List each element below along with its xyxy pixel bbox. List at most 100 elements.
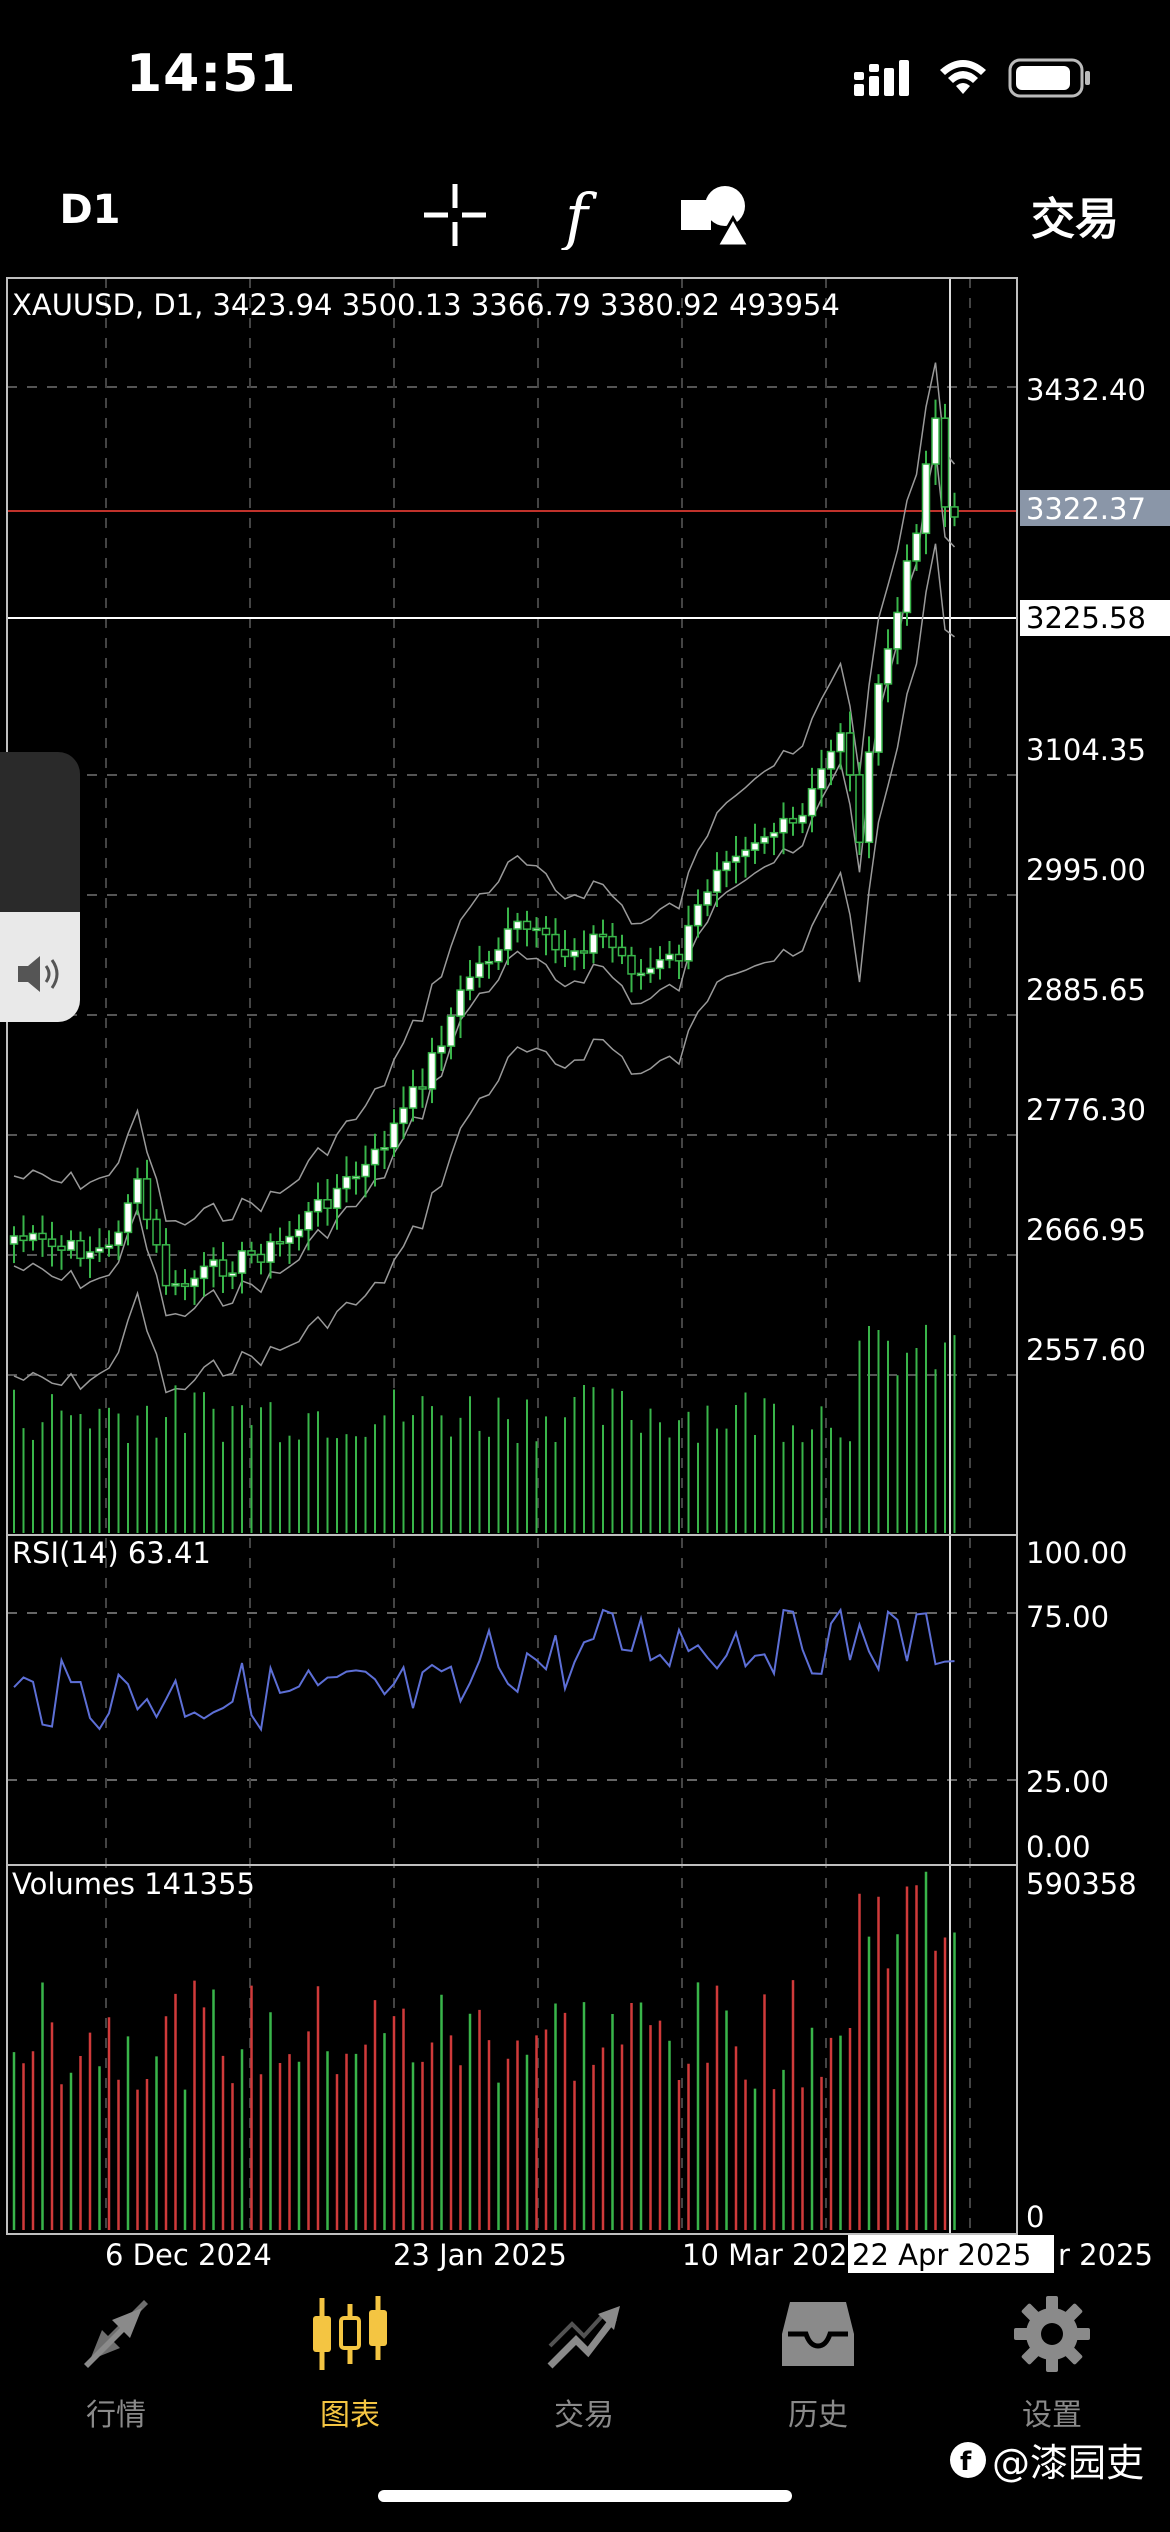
trade-button[interactable]: 交易 <box>1031 194 1119 245</box>
candle-body <box>142 1178 152 1221</box>
wifi-icon <box>940 60 986 94</box>
price-chart[interactable]: XAUUSD, D1, 3423.94 3500.13 3366.79 3380… <box>0 275 1170 2275</box>
candle-body <box>218 1259 228 1277</box>
candle-body <box>209 1259 218 1268</box>
bid-price-tag: 3322.37 <box>1026 492 1146 526</box>
candle-body <box>123 1202 133 1234</box>
date-label-4: r 2025 <box>1058 2238 1153 2272</box>
volume-hud[interactable] <box>0 752 80 1022</box>
nav-trade-label: 交易 <box>554 2398 614 2433</box>
crosshair-date-tag: 22 Apr 2025 <box>852 2238 1031 2272</box>
nav-quotes[interactable]: 行情 <box>26 2280 206 2433</box>
candle-body <box>893 611 902 650</box>
candle-body <box>361 1163 370 1178</box>
candle-body <box>845 732 855 776</box>
candle-body <box>199 1265 209 1280</box>
lower-band <box>13 543 955 1394</box>
candle-body <box>646 967 655 975</box>
candle-body <box>237 1250 247 1274</box>
candle-body <box>285 1235 294 1244</box>
indicators-button[interactable]: f <box>545 170 625 260</box>
candle-body <box>912 532 921 562</box>
price-level-4: 2885.65 <box>1026 973 1146 1007</box>
date-label-1: 6 Dec 2024 <box>105 2238 272 2272</box>
weibo-logo-icon: f <box>950 2441 986 2478</box>
nav-chart[interactable]: 图表 <box>260 2280 440 2433</box>
candle-body <box>741 849 750 858</box>
settings-gear-icon <box>1014 2296 1090 2372</box>
trade-trend-icon <box>547 2306 620 2369</box>
candle-body <box>769 831 779 838</box>
svg-text:f: f <box>960 2447 972 2477</box>
candle-body <box>874 683 883 753</box>
home-indicator <box>378 2490 792 2502</box>
candle-body <box>541 927 551 936</box>
price-level-5: 2776.30 <box>1026 1093 1146 1127</box>
nav-trade[interactable]: 交易 <box>494 2280 674 2433</box>
crosshair-icon <box>424 184 486 246</box>
nav-history[interactable]: 历史 <box>728 2280 908 2433</box>
candle-body <box>38 1232 47 1240</box>
rsi-level-0: 0.00 <box>1026 1830 1091 1864</box>
candle-body <box>437 1045 446 1054</box>
candle-body <box>114 1231 123 1247</box>
volumes-label: Volumes 141355 <box>12 1867 255 1901</box>
cellular-signal-icon <box>854 60 909 96</box>
timeframe-button[interactable]: D1 <box>59 187 121 233</box>
candle-body <box>722 861 731 872</box>
objects-button[interactable] <box>670 170 760 260</box>
price-level-7: 2557.60 <box>1026 1333 1146 1367</box>
candle-body <box>551 933 560 951</box>
candle-body <box>465 976 475 991</box>
candle-body <box>712 869 722 893</box>
candle-body <box>570 950 579 958</box>
candle-body <box>902 560 912 614</box>
nav-history-label: 历史 <box>788 2398 848 2433</box>
candle-body <box>304 1210 313 1231</box>
axis-labels: XAUUSD, D1, 3423.94 3500.13 3366.79 3380… <box>12 288 1170 2273</box>
candle-body <box>446 1015 456 1047</box>
candle-body <box>475 962 484 979</box>
candle-body <box>921 463 931 535</box>
history-inbox-icon <box>782 2302 854 2366</box>
candle-body <box>940 417 950 508</box>
candle-body <box>171 1283 180 1287</box>
candle-body <box>190 1277 199 1288</box>
rsi-level-25: 25.00 <box>1026 1765 1109 1799</box>
nav-settings[interactable]: 设置 <box>962 2280 1142 2433</box>
function-icon: f <box>561 180 598 250</box>
candle-body <box>608 935 617 949</box>
candle-body <box>332 1187 342 1209</box>
candle-body <box>28 1232 38 1242</box>
candle-body <box>817 768 826 790</box>
candle-body <box>503 928 513 951</box>
date-label-3: 10 Mar 202 <box>682 2238 847 2272</box>
rsi-label: RSI(14) 63.41 <box>12 1536 211 1570</box>
candle-body <box>788 817 798 824</box>
nav-settings-label: 设置 <box>1022 2398 1082 2433</box>
bottom-nav: 行情 图表 交易 历史 <box>0 2280 1170 2480</box>
candle-body <box>342 1175 351 1190</box>
status-time: 14:51 <box>126 44 297 104</box>
candle-body <box>323 1198 332 1209</box>
candle-body <box>579 950 589 954</box>
candle-body <box>655 959 665 970</box>
candle-body <box>731 855 741 863</box>
candle-body <box>351 1175 361 1180</box>
candle-body <box>76 1239 85 1260</box>
candle-body <box>617 946 627 957</box>
candle-body <box>855 774 864 844</box>
candle-body <box>494 949 503 963</box>
candle-body <box>256 1253 266 1263</box>
candle-body <box>798 814 807 824</box>
candle-body <box>684 924 693 962</box>
crosshair-button[interactable] <box>415 170 495 260</box>
candle-body <box>522 920 532 930</box>
crosshair-price-tag-bg <box>1020 600 1170 636</box>
candle-body <box>513 920 522 930</box>
candle-body <box>456 989 465 1017</box>
shapes-icon <box>681 186 752 248</box>
candle-body <box>95 1247 104 1253</box>
candle-body <box>152 1218 161 1246</box>
candle-body <box>627 954 636 975</box>
